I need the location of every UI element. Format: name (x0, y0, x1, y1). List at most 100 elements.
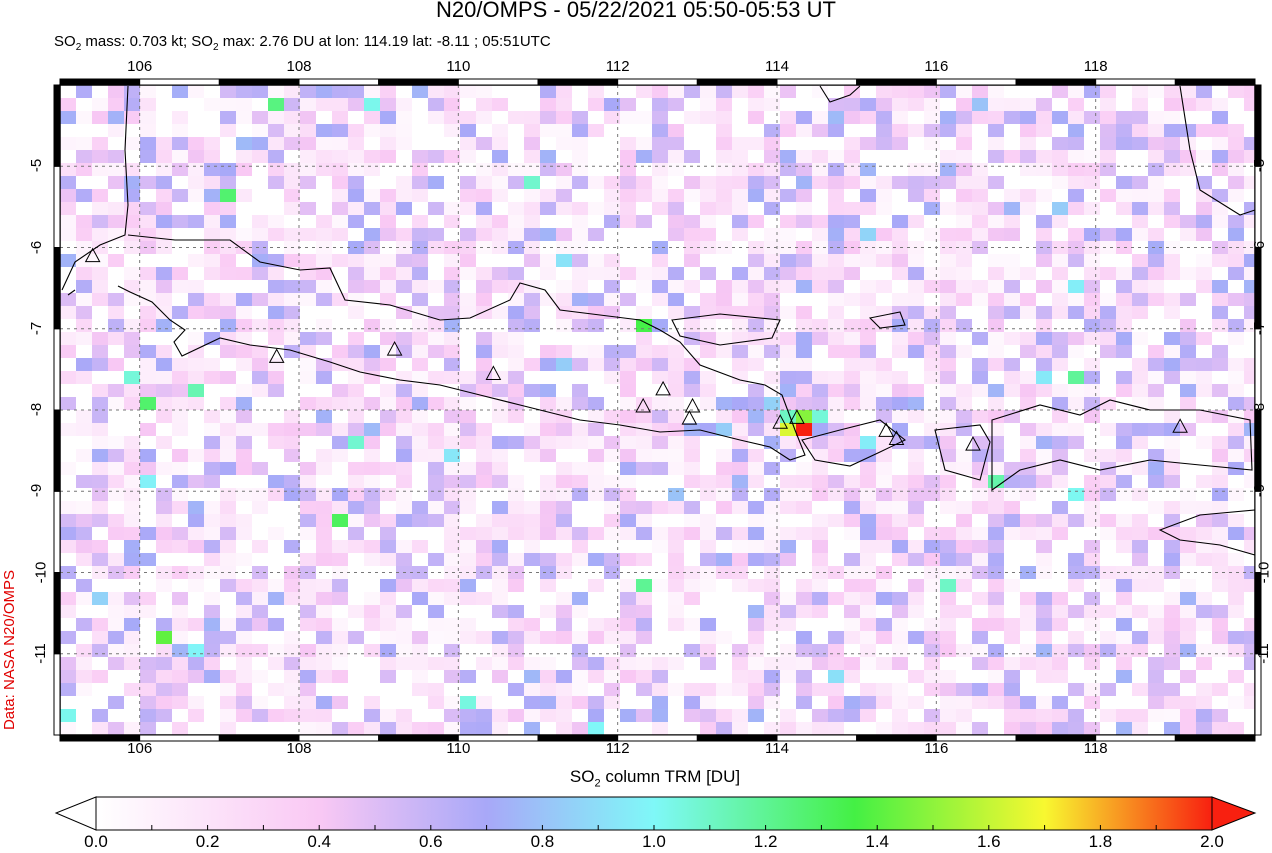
so2-pixel (412, 683, 428, 696)
so2-pixel (380, 605, 396, 618)
so2-pixel (1132, 332, 1148, 345)
so2-pixel (156, 189, 172, 202)
so2-pixel (476, 267, 492, 280)
so2-pixel (124, 384, 140, 397)
so2-pixel (844, 345, 860, 358)
so2-pixel (204, 449, 220, 462)
so2-pixel (380, 293, 396, 306)
so2-pixel (124, 553, 140, 566)
so2-pixel (540, 670, 556, 683)
so2-pixel (556, 527, 572, 540)
so2-pixel (988, 267, 1004, 280)
so2-pixel (1148, 683, 1164, 696)
so2-pixel (492, 709, 508, 722)
so2-pixel (1164, 202, 1180, 215)
so2-pixel (972, 85, 988, 98)
so2-pixel (780, 358, 796, 371)
so2-pixel (732, 345, 748, 358)
so2-pixel (204, 267, 220, 280)
so2-pixel (860, 540, 876, 553)
so2-pixel (316, 540, 332, 553)
so2-pixel (460, 462, 476, 475)
so2-pixel (636, 358, 652, 371)
so2-pixel (572, 163, 588, 176)
so2-pixel (428, 150, 444, 163)
so2-pixel (732, 670, 748, 683)
so2-pixel (396, 553, 412, 566)
so2-pixel (716, 306, 732, 319)
frame-segment (1095, 78, 1176, 86)
so2-pixel (1180, 605, 1196, 618)
so2-pixel (652, 449, 668, 462)
so2-pixel (604, 280, 620, 293)
plot-title: N20/OMPS - 05/22/2021 05:50-05:53 UT (436, 0, 836, 22)
so2-pixel (1212, 98, 1228, 111)
so2-pixel (380, 332, 396, 345)
so2-pixel (748, 605, 764, 618)
so2-pixel (700, 306, 716, 319)
so2-pixel (604, 345, 620, 358)
lon-tick-bottom: 110 (446, 740, 471, 757)
so2-pixel (76, 228, 92, 241)
so2-pixel (92, 423, 108, 436)
so2-pixel (1196, 150, 1212, 163)
so2-pixel (812, 657, 828, 670)
so2-pixel (412, 280, 428, 293)
so2-pixel (220, 670, 236, 683)
so2-pixel (668, 683, 684, 696)
so2-pixel (684, 501, 700, 514)
so2-pixel (172, 85, 188, 98)
so2-pixel (60, 670, 76, 683)
so2-pixel (1228, 124, 1244, 137)
so2-pixel (1212, 527, 1228, 540)
so2-pixel (444, 410, 460, 423)
so2-pixel (844, 436, 860, 449)
so2-pixel (1004, 228, 1020, 241)
so2-pixel (1180, 501, 1196, 514)
so2-pixel (892, 176, 908, 189)
so2-pixel (668, 501, 684, 514)
so2-pixel (172, 189, 188, 202)
so2-pixel (76, 683, 92, 696)
so2-pixel (732, 280, 748, 293)
so2-pixel (1052, 267, 1068, 280)
so2-pixel (604, 410, 620, 423)
so2-pixel (844, 371, 860, 384)
so2-pixel (348, 358, 364, 371)
so2-pixel (60, 514, 76, 527)
so2-pixel (300, 592, 316, 605)
so2-pixel (444, 449, 460, 462)
so2-pixel (860, 254, 876, 267)
so2-pixel (188, 644, 204, 657)
so2-pixel (428, 449, 444, 462)
so2-pixel (524, 384, 540, 397)
so2-pixel (1228, 293, 1244, 306)
so2-pixel (524, 202, 540, 215)
so2-pixel (924, 540, 940, 553)
so2-pixel (556, 553, 572, 566)
frame-segment (53, 247, 61, 330)
so2-pixel (508, 514, 524, 527)
so2-pixel (300, 254, 316, 267)
so2-pixel (444, 397, 460, 410)
so2-pixel (796, 215, 812, 228)
so2-pixel (780, 306, 796, 319)
so2-pixel (780, 111, 796, 124)
so2-pixel (1020, 423, 1036, 436)
so2-pixel (828, 670, 844, 683)
so2-pixel (588, 657, 604, 670)
so2-pixel (460, 475, 476, 488)
so2-pixel (92, 228, 108, 241)
so2-pixel (1180, 709, 1196, 722)
so2-pixel (1196, 189, 1212, 202)
so2-pixel (1116, 527, 1132, 540)
so2-pixel (316, 553, 332, 566)
so2-pixel (1196, 280, 1212, 293)
frame-segment (1015, 78, 1097, 86)
so2-pixel (780, 527, 796, 540)
so2-pixel (892, 605, 908, 618)
so2-pixel (780, 332, 796, 345)
so2-pixel (972, 358, 988, 371)
so2-pixel (172, 358, 188, 371)
so2-pixel (1052, 475, 1068, 488)
